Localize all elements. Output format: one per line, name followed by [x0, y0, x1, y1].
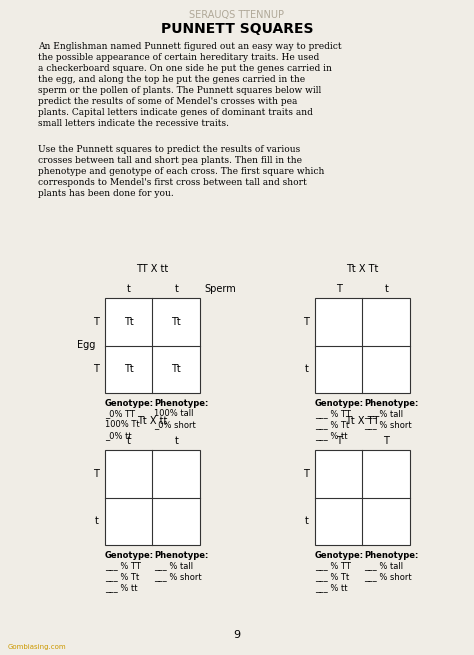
Text: PUNNETT SQUARES: PUNNETT SQUARES [161, 22, 313, 36]
Text: ___ % tall: ___ % tall [365, 409, 403, 418]
Text: t: t [174, 284, 178, 294]
Text: t: t [95, 516, 99, 526]
Text: SERAUQS TTENNUP: SERAUQS TTENNUP [190, 10, 284, 20]
Text: sperm or the pollen of plants. The Punnett squares below will: sperm or the pollen of plants. The Punne… [38, 86, 321, 95]
Text: Genotype:: Genotype: [315, 399, 364, 408]
Text: _0% TT: _0% TT [105, 409, 135, 418]
Text: ___ % tall: ___ % tall [365, 561, 403, 570]
Text: Tt X tt: Tt X tt [137, 416, 168, 426]
Text: _0% short: _0% short [155, 420, 196, 429]
Text: T: T [303, 317, 309, 327]
Text: ___ % TT: ___ % TT [315, 409, 351, 418]
Text: Tt: Tt [172, 317, 181, 327]
Text: 9: 9 [233, 630, 241, 640]
Text: ___ % Tt: ___ % Tt [315, 572, 349, 581]
Text: ___ % short: ___ % short [155, 572, 202, 581]
Text: t: t [127, 436, 131, 446]
Text: Phenotype:: Phenotype: [155, 399, 209, 408]
Text: Tt X TT: Tt X TT [346, 416, 380, 426]
Text: An Englishman named Punnett figured out an easy way to predict: An Englishman named Punnett figured out … [38, 42, 342, 51]
Text: plants has been done for you.: plants has been done for you. [38, 189, 174, 198]
Text: corresponds to Mendel's first cross between tall and short: corresponds to Mendel's first cross betw… [38, 178, 307, 187]
Text: ___ % Tt: ___ % Tt [315, 420, 349, 429]
Text: ___ % tall: ___ % tall [155, 561, 193, 570]
Text: 100% tall: 100% tall [155, 409, 194, 418]
Text: Tt: Tt [124, 364, 134, 374]
Bar [315, 298, 410, 393]
Text: Gombiasing.com: Gombiasing.com [8, 644, 67, 650]
Text: ___ % Tt: ___ % Tt [105, 572, 139, 581]
Text: Phenotype:: Phenotype: [365, 551, 419, 560]
Text: T: T [336, 436, 342, 446]
Text: T: T [336, 284, 342, 294]
Text: ___ % tt: ___ % tt [315, 583, 347, 592]
Text: ___ % TT: ___ % TT [315, 561, 351, 570]
Text: T: T [93, 317, 99, 327]
Text: plants. Capital letters indicate genes of dominant traits and: plants. Capital letters indicate genes o… [38, 108, 313, 117]
Text: predict the results of some of Mendel's crosses with pea: predict the results of some of Mendel's … [38, 97, 297, 106]
Text: Phenotype:: Phenotype: [155, 551, 209, 560]
Text: t: t [305, 364, 309, 374]
Text: ___ % short: ___ % short [365, 420, 412, 429]
Text: TT X tt: TT X tt [137, 264, 169, 274]
Text: t: t [127, 284, 131, 294]
Text: T: T [93, 469, 99, 479]
Text: Tt: Tt [124, 317, 134, 327]
Text: ___ % tt: ___ % tt [105, 583, 137, 592]
Text: crosses between tall and short pea plants. Then fill in the: crosses between tall and short pea plant… [38, 156, 302, 165]
Text: T: T [383, 436, 389, 446]
Text: t: t [305, 516, 309, 526]
Text: phenotype and genotype of each cross. The first square which: phenotype and genotype of each cross. Th… [38, 167, 324, 176]
Text: ___ % short: ___ % short [365, 572, 412, 581]
Text: ___ % TT: ___ % TT [105, 561, 141, 570]
Text: t: t [384, 284, 388, 294]
Text: a checkerboard square. On one side he put the genes carried in: a checkerboard square. On one side he pu… [38, 64, 332, 73]
Text: the egg, and along the top he put the genes carried in the: the egg, and along the top he put the ge… [38, 75, 305, 84]
Text: Tt X Tt: Tt X Tt [346, 264, 379, 274]
Bar [105, 298, 200, 393]
Text: Tt: Tt [172, 364, 181, 374]
Text: the possible appearance of certain hereditary traits. He used: the possible appearance of certain hered… [38, 53, 319, 62]
Text: Sperm: Sperm [204, 284, 236, 294]
Text: t: t [174, 436, 178, 446]
Text: Use the Punnett squares to predict the results of various: Use the Punnett squares to predict the r… [38, 145, 300, 154]
Text: T: T [93, 364, 99, 374]
Text: Genotype:: Genotype: [105, 399, 154, 408]
Bar [315, 450, 410, 545]
Text: Phenotype:: Phenotype: [365, 399, 419, 408]
Text: small letters indicate the recessive traits.: small letters indicate the recessive tra… [38, 119, 229, 128]
Bar [105, 450, 200, 545]
Text: 100% Tt: 100% Tt [105, 420, 140, 429]
Text: T: T [303, 469, 309, 479]
Text: Genotype:: Genotype: [105, 551, 154, 560]
Text: Genotype:: Genotype: [315, 551, 364, 560]
Text: Egg: Egg [77, 341, 95, 350]
Text: _0% tt: _0% tt [105, 431, 132, 440]
Text: ___ % tt: ___ % tt [315, 431, 347, 440]
